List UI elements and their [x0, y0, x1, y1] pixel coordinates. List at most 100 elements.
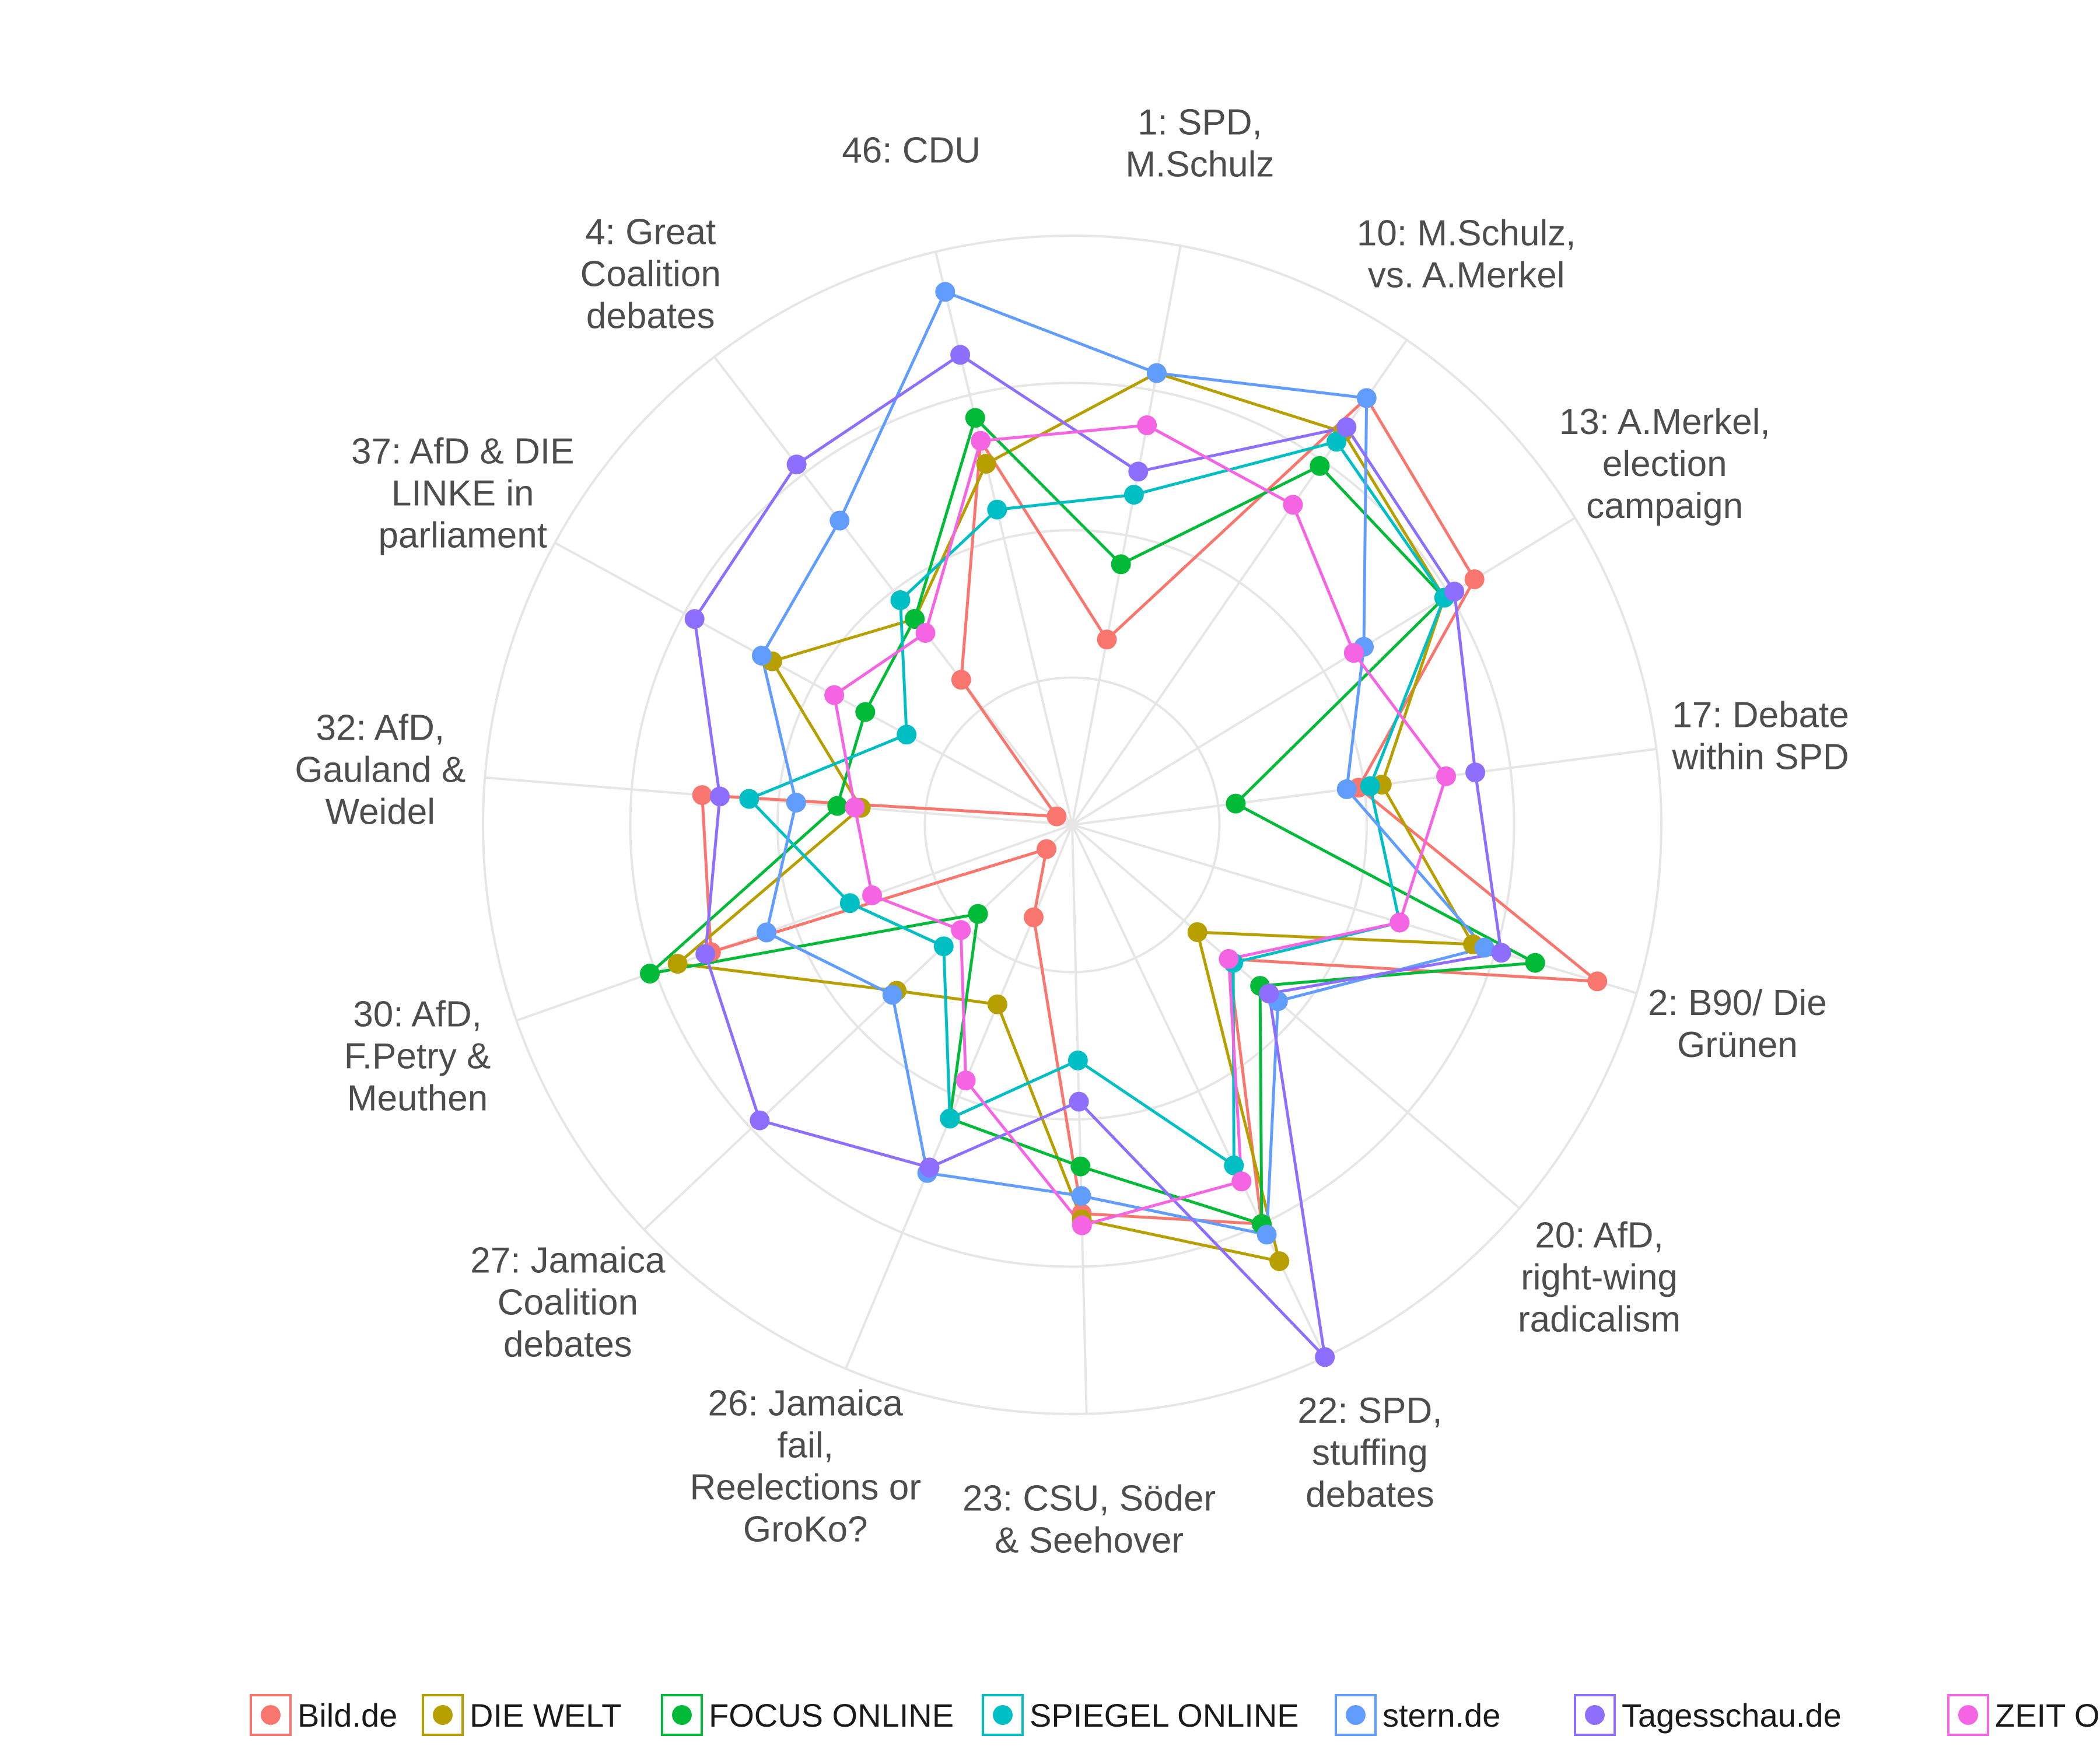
grid-spoke [643, 824, 1073, 1231]
grid-spoke [516, 824, 1073, 1022]
legend-dot [1958, 1705, 1978, 1725]
data-point [956, 1070, 976, 1091]
grid-ring [923, 676, 1221, 974]
data-point [1464, 569, 1485, 589]
legend-dot [672, 1705, 692, 1725]
data-point [1259, 984, 1279, 1004]
data-point [1024, 907, 1044, 928]
data-point [971, 430, 991, 451]
data-point [951, 670, 971, 690]
data-point [1224, 1155, 1244, 1175]
axis-label: 27: Jamaica Coalition debates [470, 1241, 666, 1365]
series-line [693, 353, 1503, 1359]
data-point [1343, 643, 1364, 663]
legend-dot [1585, 1705, 1605, 1725]
axis-label: 30: AfD, F.Petry & Meuthen [344, 994, 491, 1118]
data-point [1146, 363, 1167, 383]
legend-label: DIE WELT [470, 1697, 621, 1734]
data-point [824, 685, 845, 705]
data-point [1474, 937, 1494, 958]
data-point [839, 893, 860, 914]
data-point [786, 792, 806, 813]
data-point [890, 590, 911, 610]
data-point [1124, 485, 1144, 505]
axis-label: 37: AfD & DIE LINKE in parliament [351, 431, 575, 555]
axis-label: 22: SPD, stuffing debates [1297, 1391, 1442, 1515]
axis-label: 20: AfD, right-wing radicalism [1518, 1215, 1681, 1339]
series-line [747, 440, 1446, 1167]
data-point [935, 282, 956, 302]
axis-label: 1: SPD, M.Schulz [1125, 102, 1274, 184]
data-point [1071, 1186, 1091, 1206]
legend-item: Bild.de [250, 1694, 397, 1736]
data-point [1310, 456, 1330, 476]
data-point [1226, 793, 1246, 814]
grid-ring [629, 382, 1516, 1268]
data-point [1336, 417, 1357, 438]
data-point [1187, 922, 1208, 942]
data-point [933, 936, 954, 957]
data-point [1046, 806, 1067, 827]
data-point [1097, 629, 1117, 650]
data-point [757, 922, 776, 943]
data-point [640, 964, 660, 984]
grid-spoke [713, 356, 1073, 826]
data-point [1269, 1251, 1290, 1272]
axis-label: 32: AfD, Gauland & Weidel [295, 708, 466, 832]
axis-label: 13: A.Merkel, election campaign [1559, 402, 1770, 526]
axis-label: 46: CDU [842, 130, 981, 170]
grid-ring [776, 529, 1368, 1121]
data-point [1256, 1224, 1277, 1245]
series-points [640, 282, 1608, 1367]
data-point [1283, 495, 1303, 515]
axis-label: 23: CSU, Söder & Seehover [963, 1479, 1216, 1561]
data-point [905, 609, 925, 629]
legend-label: Tagesschau.de [1622, 1697, 1842, 1734]
legend-dot [433, 1705, 453, 1725]
data-point [882, 985, 902, 1005]
data-point [950, 345, 971, 365]
legend-item: DIE WELT [422, 1694, 621, 1736]
data-point [855, 702, 876, 722]
data-point [751, 645, 772, 666]
grid-spoke [1071, 517, 1576, 826]
data-point [1336, 779, 1357, 799]
data-point [915, 623, 936, 643]
data-point [710, 786, 730, 807]
legend-label: ZEIT ONLINE [1995, 1697, 2100, 1734]
radar-grid [482, 235, 1662, 1415]
grid-spoke [1071, 824, 1521, 1209]
data-point [1068, 1050, 1088, 1070]
grid-spoke [554, 541, 1073, 826]
data-point [684, 609, 705, 629]
data-point [667, 954, 688, 974]
legend: Bild.de DIE WELT FOCUS ONLINE SPIEGEL ONLIN… [250, 1694, 2100, 1736]
data-point [1436, 766, 1456, 786]
data-point [786, 454, 807, 475]
data-point [1137, 415, 1157, 435]
data-point [1219, 949, 1239, 969]
legend-item: ZEIT ONLINE [1947, 1694, 2100, 1736]
grid-spoke [1071, 824, 1326, 1358]
data-point [940, 1108, 960, 1129]
legend-label: FOCUS ONLINE [709, 1697, 954, 1734]
series-line [760, 290, 1486, 1236]
series-line [676, 372, 1475, 1263]
legend-dot [261, 1705, 281, 1725]
data-point [695, 944, 716, 964]
data-point [965, 408, 985, 428]
data-point [1315, 1347, 1335, 1367]
legend-label: SPIEGEL ONLINE [1030, 1697, 1299, 1734]
axis-labels: 1: SPD, M.Schulz 10: M.Schulz, vs. A.Merkel… [295, 102, 1849, 1560]
data-point [987, 994, 1007, 1014]
legend-item: FOCUS ONLINE [661, 1694, 954, 1736]
axis-label: 10: M.Schulz, vs. A.Merkel [1357, 213, 1576, 295]
grid-spoke [1071, 245, 1182, 825]
data-point [968, 904, 988, 924]
data-point [1587, 971, 1608, 992]
axis-label: 2: B90/ Die Grünen [1648, 983, 1827, 1065]
data-point [1231, 1171, 1252, 1192]
legend-item: stern.de [1335, 1694, 1500, 1736]
data-point [1465, 762, 1486, 783]
legend-item: SPIEGEL ONLINE [982, 1694, 1299, 1736]
